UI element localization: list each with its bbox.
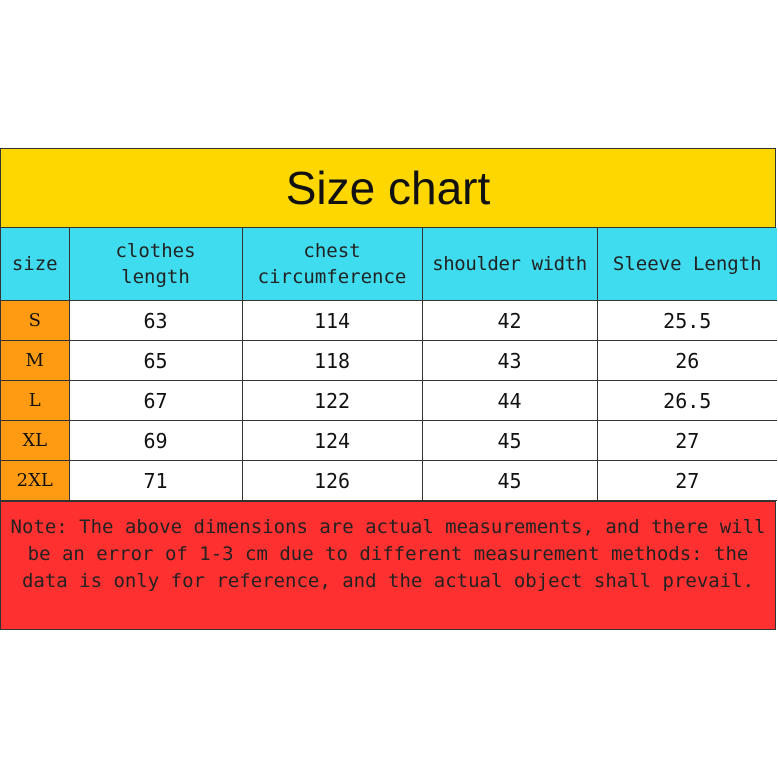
header-sleeve-length: Sleeve Length: [596, 228, 777, 301]
header-shoulder-width: shoulder width: [421, 228, 598, 301]
table-row: XL 69 124 45 27: [1, 420, 777, 461]
size-label: M: [1, 340, 70, 381]
size-label: 2XL: [1, 460, 70, 501]
size-label: L: [1, 380, 70, 421]
table-row: 2XL 71 126 45 27: [1, 460, 777, 501]
clothes-length-cell: 63: [68, 300, 243, 341]
shoulder-cell: 43: [421, 340, 598, 381]
clothes-length-cell: 67: [68, 380, 243, 421]
sleeve-cell: 27: [596, 420, 777, 461]
sleeve-cell: 26: [596, 340, 777, 381]
clothes-length-cell: 71: [68, 460, 243, 501]
size-chart: Size chart size clothes length chest cir…: [0, 148, 777, 630]
header-chest-circumference: chest circumference: [241, 228, 423, 301]
clothes-length-cell: 65: [68, 340, 243, 381]
chest-cell: 122: [241, 380, 423, 421]
chest-cell: 118: [241, 340, 423, 381]
sleeve-cell: 26.5: [596, 380, 777, 421]
title-bar: Size chart: [1, 149, 775, 228]
sleeve-cell: 25.5: [596, 300, 777, 341]
measurement-note: Note: The above dimensions are actual me…: [10, 516, 766, 592]
header-clothes-length: clothes length: [68, 228, 243, 301]
shoulder-cell: 42: [421, 300, 598, 341]
sleeve-cell: 27: [596, 460, 777, 501]
shoulder-cell: 45: [421, 460, 598, 501]
size-table: size clothes length chest circumference …: [1, 228, 777, 501]
clothes-length-cell: 69: [68, 420, 243, 461]
chest-cell: 124: [241, 420, 423, 461]
chest-cell: 114: [241, 300, 423, 341]
header-size: size: [1, 228, 70, 301]
chest-cell: 126: [241, 460, 423, 501]
size-label: XL: [1, 420, 70, 461]
table-row: M 65 118 43 26: [1, 340, 777, 381]
header-row: size clothes length chest circumference …: [1, 228, 777, 301]
shoulder-cell: 44: [421, 380, 598, 421]
chart-title: Size chart: [285, 162, 491, 214]
table-row: S 63 114 42 25.5: [1, 300, 777, 341]
table-row: L 67 122 44 26.5: [1, 380, 777, 421]
size-label: S: [1, 300, 70, 341]
shoulder-cell: 45: [421, 420, 598, 461]
note-bar: Note: The above dimensions are actual me…: [1, 501, 775, 629]
